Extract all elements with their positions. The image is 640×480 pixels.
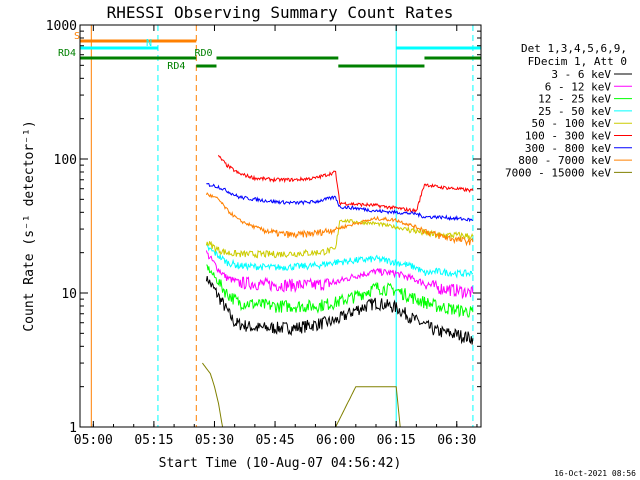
y-axis-label: Count Rate (s⁻¹ detector⁻¹): [22, 120, 37, 331]
state-bar-label: RD4: [58, 48, 76, 59]
legend-entry-label: 50 - 100 keV: [532, 117, 612, 130]
series-line: [202, 362, 401, 428]
state-bar-label: RD0: [194, 48, 212, 59]
state-bar-label: S: [74, 31, 80, 42]
x-tick-label: 05:00: [74, 433, 113, 448]
plot-frame: [79, 24, 482, 428]
legend-entry-label: 100 - 300 keV: [525, 130, 611, 143]
x-axis-label: Start Time (10-Aug-07 04:56:42): [159, 456, 402, 471]
legend-entry-label: 7000 - 15000 keV: [505, 166, 611, 179]
state-bar-label: RD4: [167, 61, 185, 72]
legend-entry-label: 3 - 6 keV: [551, 68, 611, 81]
y-tick-label: 100: [54, 153, 77, 168]
axes: 05:00 05:15 05:30 05:45 06:00 06:15 06:30 1 10 10…: [46, 19, 481, 448]
series-line: [206, 264, 474, 318]
x-tick-label: 06:15: [377, 433, 416, 448]
legend-entry-label: 12 - 25 keV: [538, 93, 611, 106]
series-line: [205, 192, 474, 247]
legend-header: Det 1,3,4,5,6,9,: [521, 42, 627, 55]
x-tick-label: 06:30: [437, 433, 476, 448]
x-tick-label: 05:30: [195, 433, 234, 448]
y-tick-label: 1000: [46, 19, 77, 34]
series-line: [205, 276, 474, 345]
series-line: [205, 218, 474, 259]
series-line: [205, 250, 474, 300]
series-line: [206, 243, 474, 279]
state-bar-label: N: [146, 38, 152, 49]
timestamp-footer: 16-Oct-2021 08:56: [554, 469, 636, 478]
y-tick-label: 10: [61, 287, 77, 302]
count-rate-series: [202, 154, 474, 428]
legend-entry-label: 25 - 50 keV: [538, 105, 611, 118]
legend-entry-label: 300 - 800 keV: [525, 142, 611, 155]
series-line: [206, 182, 474, 223]
legend-entry-label: 6 - 12 keV: [545, 80, 612, 93]
series-line: [218, 154, 474, 213]
legend: Det 1,3,4,5,6,9,FDecim 1, Att 03 - 6 keV…: [505, 42, 632, 179]
chart-title: RHESSI Observing Summary Count Rates: [107, 3, 454, 22]
vertical-marker-lines: [90, 25, 474, 427]
legend-entry-label: 800 - 7000 keV: [518, 154, 611, 167]
legend-header: FDecim 1, Att 0: [528, 55, 627, 68]
attenuator-state-bars: S N RD4 RD4 RD0: [58, 31, 481, 72]
x-tick-label: 06:00: [316, 433, 355, 448]
x-tick-label: 05:15: [134, 433, 173, 448]
x-tick-label: 05:45: [255, 433, 294, 448]
y-tick-label: 1: [69, 421, 77, 436]
